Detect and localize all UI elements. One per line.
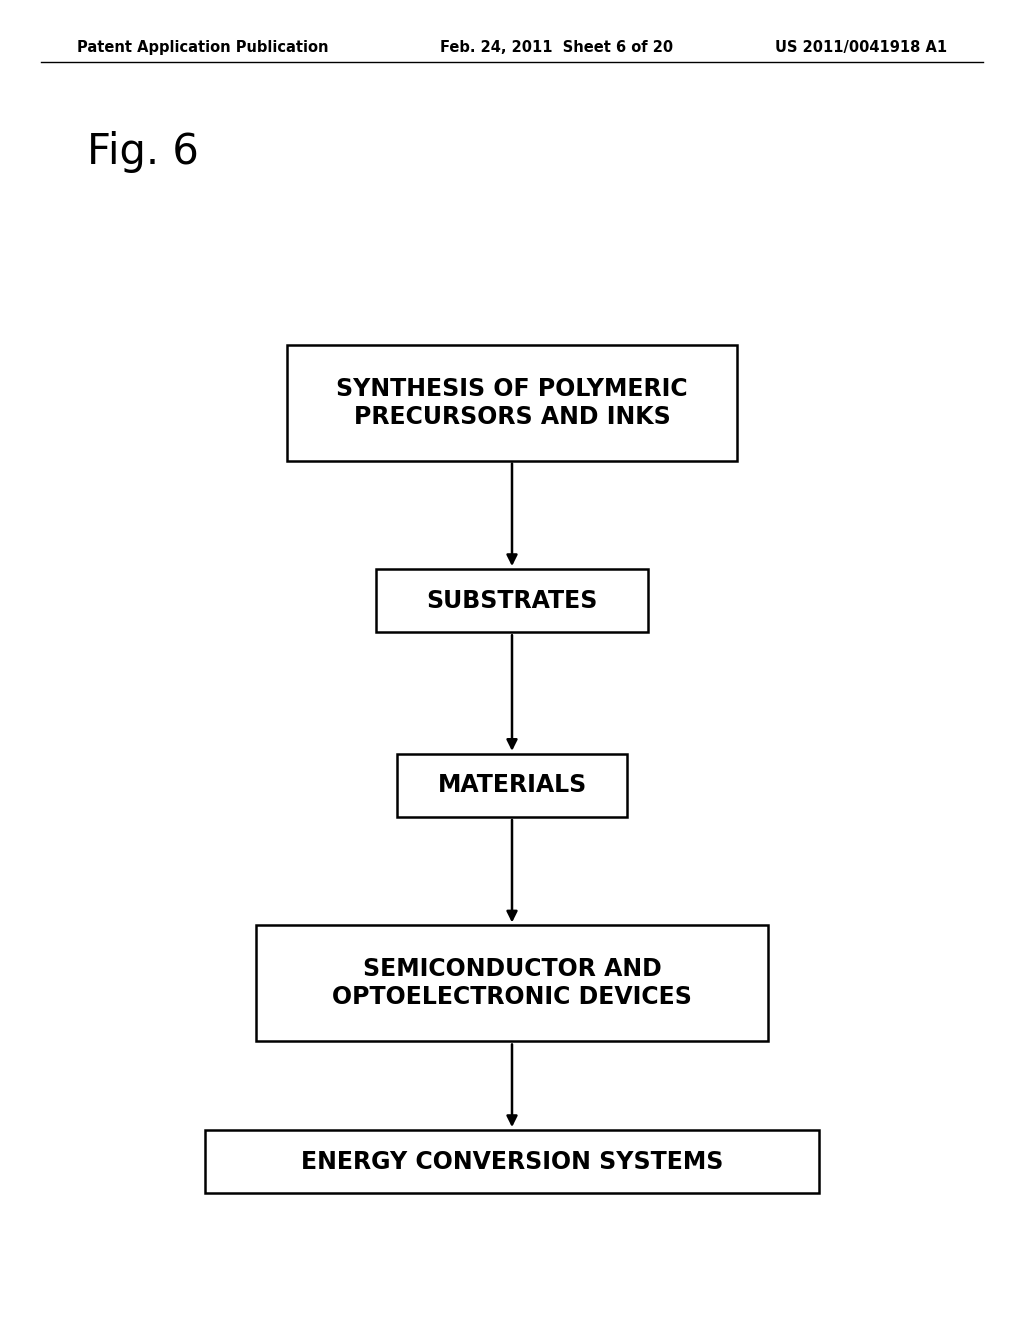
Text: SYNTHESIS OF POLYMERIC
PRECURSORS AND INKS: SYNTHESIS OF POLYMERIC PRECURSORS AND IN… — [336, 376, 688, 429]
FancyBboxPatch shape — [397, 754, 627, 817]
Text: US 2011/0041918 A1: US 2011/0041918 A1 — [775, 40, 947, 55]
Text: SUBSTRATES: SUBSTRATES — [426, 589, 598, 612]
FancyBboxPatch shape — [377, 569, 648, 632]
FancyBboxPatch shape — [205, 1130, 819, 1193]
Text: Feb. 24, 2011  Sheet 6 of 20: Feb. 24, 2011 Sheet 6 of 20 — [440, 40, 674, 55]
Text: SEMICONDUCTOR AND
OPTOELECTRONIC DEVICES: SEMICONDUCTOR AND OPTOELECTRONIC DEVICES — [332, 957, 692, 1010]
FancyBboxPatch shape — [287, 345, 737, 461]
Text: ENERGY CONVERSION SYSTEMS: ENERGY CONVERSION SYSTEMS — [301, 1150, 723, 1173]
Text: Patent Application Publication: Patent Application Publication — [77, 40, 329, 55]
Text: MATERIALS: MATERIALS — [437, 774, 587, 797]
Text: Fig. 6: Fig. 6 — [87, 131, 199, 173]
FancyBboxPatch shape — [256, 925, 768, 1041]
